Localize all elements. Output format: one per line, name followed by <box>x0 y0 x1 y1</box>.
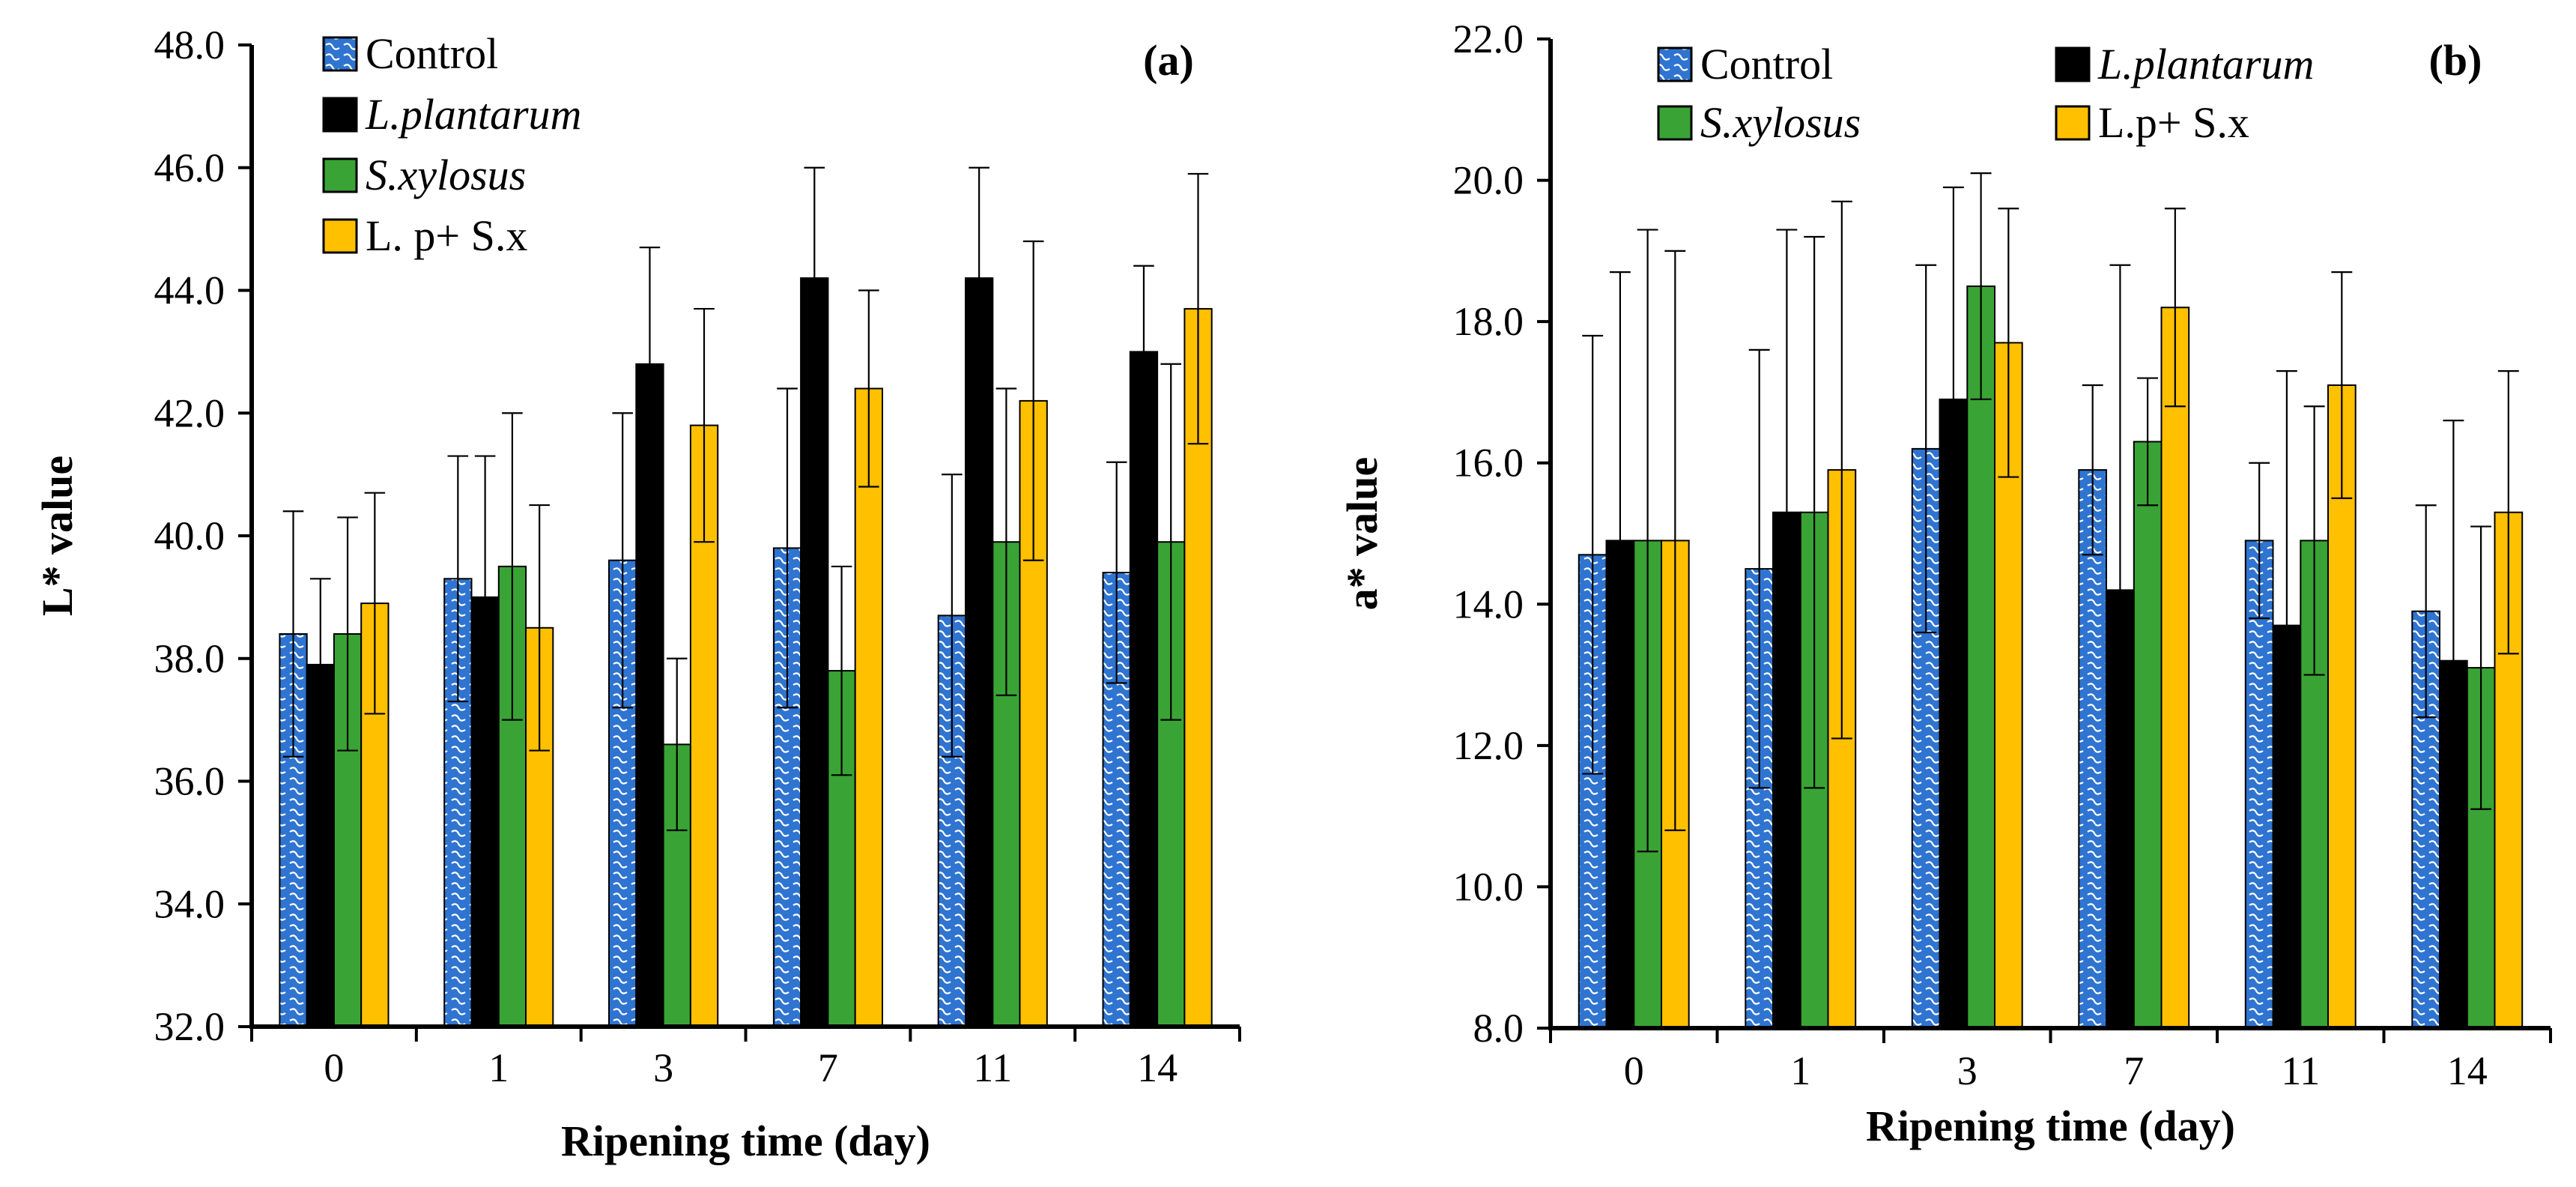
legend-swatch <box>322 218 358 254</box>
y-tick-label: 8.0 <box>1473 1006 1524 1051</box>
legend-swatch <box>322 157 358 193</box>
y-tick-label: 32.0 <box>154 1004 225 1049</box>
x-axis-title: Ripening time (day) <box>1866 1102 2235 1150</box>
bar <box>800 277 829 1028</box>
legend-swatch <box>322 36 358 72</box>
bar <box>1129 351 1159 1027</box>
bar <box>1966 286 1996 1029</box>
legend-label: S.xylosus <box>1700 98 1861 147</box>
legend-label: L.p+ S.x <box>2098 98 2249 147</box>
legend-label: L.plantarum <box>365 90 581 139</box>
y-tick-label: 16.0 <box>1453 441 1524 486</box>
legend-label: S.xylosus <box>366 151 526 199</box>
panel-label: (b) <box>2429 36 2482 85</box>
legend-label: L. p+ S.x <box>366 211 527 260</box>
bar <box>854 387 883 1027</box>
y-tick-label: 38.0 <box>154 636 225 681</box>
x-tick-label: 3 <box>653 1045 673 1090</box>
bar <box>2160 306 2190 1029</box>
y-tick-label: 46.0 <box>154 145 225 190</box>
bar <box>965 277 994 1028</box>
chart-panel-a: 32.0 34.0 36.0 38.0 40.0 42.0 44.0 46.0 48.0 0 1 3 7… <box>33 22 1241 1165</box>
x-tick-label: 1 <box>1790 1048 1810 1093</box>
x-tick-label: 7 <box>818 1045 838 1090</box>
bar <box>2133 441 2163 1029</box>
x-tick-label: 14 <box>2447 1048 2488 1093</box>
x-tick-label: 0 <box>1624 1048 1644 1093</box>
y-tick-label: 34.0 <box>154 881 225 926</box>
legend-label: Control <box>1700 40 1833 88</box>
y-tick-label: 42.0 <box>154 390 225 435</box>
x-tick-label: 14 <box>1137 1045 1178 1090</box>
chart-panel-b: 8.0 10.0 12.0 14.0 16.0 18.0 20.0 22.0 0 1 3 7 11 14 R… <box>1338 16 2552 1150</box>
x-tick-label: 3 <box>1957 1048 1978 1093</box>
legend-label: L.plantarum <box>2097 40 2314 88</box>
legend-swatch <box>322 97 358 133</box>
panel-label: (a) <box>1143 36 1194 85</box>
y-tick-label: 18.0 <box>1453 299 1524 344</box>
y-axis-title: a* value <box>1338 457 1387 611</box>
legend-swatch <box>2055 105 2091 141</box>
y-tick-label: 40.0 <box>154 513 225 558</box>
legend-swatch <box>2055 46 2091 82</box>
x-tick-label: 0 <box>324 1045 344 1090</box>
legend-swatch <box>1657 105 1693 141</box>
x-tick-label: 11 <box>2281 1048 2320 1093</box>
legend-swatch <box>1657 46 1693 82</box>
y-tick-label: 10.0 <box>1453 864 1524 909</box>
y-tick-label: 36.0 <box>154 759 225 804</box>
x-tick-label: 7 <box>2124 1048 2144 1093</box>
y-axis-title: L* value <box>33 456 82 616</box>
y-tick-label: 12.0 <box>1453 723 1524 768</box>
x-tick-label: 11 <box>973 1045 1012 1090</box>
y-tick-label: 14.0 <box>1453 582 1524 626</box>
y-tick-label: 48.0 <box>154 22 225 67</box>
y-tick-label: 22.0 <box>1453 16 1524 61</box>
y-tick-label: 44.0 <box>154 268 225 313</box>
y-tick-label: 20.0 <box>1453 158 1524 203</box>
legend-label: Control <box>366 29 498 78</box>
x-axis-title: Ripening time (day) <box>561 1117 930 1165</box>
x-tick-label: 1 <box>488 1045 509 1090</box>
